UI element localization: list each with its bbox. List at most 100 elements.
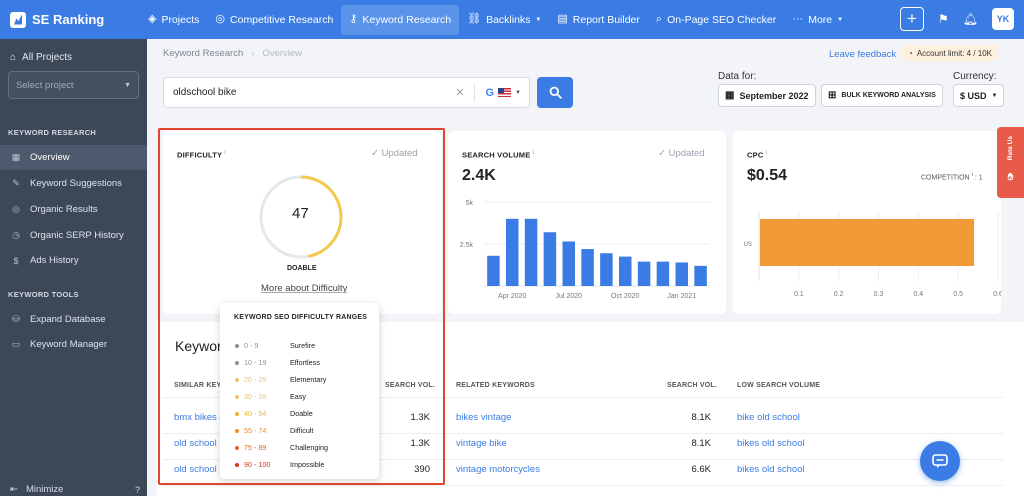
search-divider bbox=[474, 83, 476, 102]
gauge-icon: ◔ bbox=[908, 48, 913, 58]
info-icon[interactable]: i bbox=[532, 149, 535, 156]
bar bbox=[562, 241, 575, 286]
account-limit-text: Account limit: 4 / 10K bbox=[916, 48, 992, 58]
help-icon[interactable]: ? bbox=[134, 484, 140, 495]
avatar[interactable]: YK bbox=[992, 8, 1014, 30]
nav-item-report-builder[interactable]: ▤ Report Builder bbox=[549, 5, 648, 35]
rate-us-tab[interactable]: Rate Us ✋︎ bbox=[997, 127, 1024, 198]
search-button[interactable] bbox=[537, 77, 573, 108]
sidebar: ⌂ All Projects Select project ▼ KEYWORD … bbox=[0, 39, 147, 496]
target-icon: ◎ bbox=[215, 13, 226, 25]
keyword-cell-similar-vol: 1.3K bbox=[410, 438, 430, 449]
bell-icon[interactable]: 🔔︎ bbox=[962, 12, 978, 26]
sidebar-item-ads-history[interactable]: $ Ads History bbox=[0, 248, 147, 273]
sidebar-item-label: Ads History bbox=[30, 255, 79, 266]
info-icon[interactable]: i bbox=[971, 172, 973, 178]
search-icon bbox=[549, 86, 562, 99]
search-engine-select[interactable]: G ▼ bbox=[475, 87, 529, 99]
info-icon[interactable]: i bbox=[765, 149, 768, 156]
google-icon: G bbox=[485, 86, 495, 99]
se-ranking-logo-icon bbox=[10, 11, 26, 28]
section-keyword-tools: KEYWORD TOOLS bbox=[8, 290, 79, 299]
difficulty-range-row: 10 - 19 Effortless bbox=[235, 358, 320, 367]
difficulty-range-row: 30 - 39 Easy bbox=[235, 392, 306, 401]
keyword-cell-related[interactable]: bikes vintage bbox=[456, 412, 512, 423]
nav-item-backlinks[interactable]: ⛓ Backlinks ▼ bbox=[459, 5, 549, 35]
nav-label: Backlinks bbox=[486, 13, 531, 26]
sidebar-item-label: Expand Database bbox=[30, 314, 106, 325]
bar bbox=[656, 261, 670, 286]
keyword-cell-low[interactable]: bikes old school bbox=[737, 464, 805, 475]
nav-item-more[interactable]: ··· More ▼ bbox=[784, 5, 851, 35]
range-dot-icon bbox=[235, 360, 239, 365]
add-button[interactable]: + bbox=[900, 7, 924, 31]
bulk-analysis-label: BULK KEYWORD ANALYSIS bbox=[841, 92, 936, 99]
similar-volume-header[interactable]: SEARCH VOL. bbox=[385, 382, 436, 389]
bulk-analysis-button[interactable]: ⊞ BULK KEYWORD ANALYSIS bbox=[821, 84, 943, 107]
sidebar-item-expand-database[interactable]: ⛁ Expand Database bbox=[0, 307, 147, 332]
difficulty-range-row: 0 - 9 Surefire bbox=[235, 341, 315, 350]
info-icon[interactable]: i bbox=[224, 149, 226, 156]
keyword-cell-low[interactable]: bikes old school bbox=[737, 438, 805, 449]
x-tick-label: Oct 2020 bbox=[611, 293, 640, 300]
more-about-difficulty-link[interactable]: More about Difficulty bbox=[261, 283, 348, 294]
range-name: Easy bbox=[290, 392, 306, 401]
clear-icon[interactable]: ✕ bbox=[455, 87, 465, 99]
us-flag-icon bbox=[498, 88, 512, 97]
sidebar-item-keyword-manager[interactable]: ▭ Keyword Manager bbox=[0, 332, 147, 357]
sidebar-item-overview[interactable]: ▦ Overview bbox=[0, 145, 147, 170]
all-projects-link[interactable]: ⌂ All Projects bbox=[0, 39, 147, 63]
difficulty-title: DIFFICULTY i bbox=[177, 149, 226, 160]
difficulty-gauge-arc bbox=[259, 175, 343, 259]
nav-item-on-page-seo-checker[interactable]: ⌕ On-Page SEO Checker bbox=[648, 5, 784, 35]
currency-select[interactable]: $ USD ▼ bbox=[953, 84, 1005, 107]
volume-updated: ✓ Updated bbox=[658, 148, 705, 159]
keywords-title: Keywor bbox=[175, 338, 222, 354]
check-icon: ✓ bbox=[371, 148, 379, 159]
minimize-button[interactable]: ⇤ Minimize ? bbox=[10, 484, 140, 495]
search-input[interactable]: oldschool bike bbox=[173, 87, 237, 98]
sidebar-item-organic-serp-history[interactable]: ◷ Organic SERP History bbox=[0, 223, 147, 248]
keyword-cell-similar[interactable]: old school b bbox=[174, 464, 225, 475]
key-icon: ⚷ bbox=[349, 13, 358, 25]
sidebar-item-organic-results[interactable]: ◎ Organic Results bbox=[0, 197, 147, 222]
chat-button[interactable] bbox=[920, 441, 960, 481]
difficulty-card: DIFFICULTY i ✓ Updated 47 DOABLE More abo… bbox=[163, 131, 441, 314]
brand-logo[interactable]: SE Ranking bbox=[0, 11, 140, 28]
related-volume-header[interactable]: SEARCH VOL. bbox=[667, 382, 718, 389]
difficulty-range-row: 55 - 74 Difficult bbox=[235, 426, 313, 435]
keyword-cell-related[interactable]: vintage bike bbox=[456, 438, 507, 449]
nav-item-projects[interactable]: ◈ Projects bbox=[140, 5, 207, 35]
range-dot-icon bbox=[235, 411, 239, 416]
date-select[interactable]: ▦ September 2022 bbox=[718, 84, 816, 107]
top-bar: SE Ranking ◈ Projects ◎ Competitive Researc… bbox=[0, 0, 1024, 39]
keyword-cell-similar[interactable]: old school b bbox=[174, 438, 225, 449]
bar bbox=[600, 253, 613, 286]
difficulty-ranges-popup: KEYWORD SEO DIFFICULTY RANGES 0 - 9 Suref… bbox=[220, 303, 379, 479]
keyword-cell-related-vol: 8.1K bbox=[691, 412, 711, 423]
related-keywords-header[interactable]: RELATED KEYWORDS bbox=[456, 382, 535, 389]
leave-feedback-link[interactable]: Leave feedback bbox=[829, 49, 897, 60]
keyword-cell-low[interactable]: bike old school bbox=[737, 412, 800, 423]
low-volume-header[interactable]: LOW SEARCH VOLUME bbox=[737, 382, 821, 389]
project-select[interactable]: Select project ▼ bbox=[8, 71, 139, 99]
bar bbox=[524, 218, 538, 286]
breadcrumb-parent[interactable]: Keyword Research bbox=[163, 48, 244, 59]
difficulty-gauge bbox=[259, 175, 343, 259]
keyword-cell-related[interactable]: vintage motorcycles bbox=[456, 464, 540, 475]
range-name: Effortless bbox=[290, 358, 320, 367]
history-icon: ◷ bbox=[12, 230, 20, 240]
sidebar-item-keyword-suggestions[interactable]: ✎ Keyword Suggestions bbox=[0, 171, 147, 196]
brand-name: SE Ranking bbox=[32, 12, 105, 27]
range-dot-icon bbox=[235, 445, 239, 450]
difficulty-range-row: 40 - 54 Doable bbox=[235, 409, 313, 418]
similar-keywords-header[interactable]: SIMILAR KEYW bbox=[174, 382, 229, 389]
flag-icon[interactable]: ⚑ bbox=[938, 12, 949, 26]
nav-item-keyword-research[interactable]: ⚷ Keyword Research bbox=[341, 4, 460, 35]
keyword-cell-similar-vol: 390 bbox=[414, 464, 430, 475]
keyword-cell-similar[interactable]: bmx bikes o bbox=[174, 412, 225, 423]
nav-item-competitive-research[interactable]: ◎ Competitive Research bbox=[207, 5, 341, 35]
calendar-icon: ▦ bbox=[725, 90, 735, 101]
nav-label: Competitive Research bbox=[230, 13, 334, 26]
currency-value: $ USD bbox=[960, 90, 987, 101]
